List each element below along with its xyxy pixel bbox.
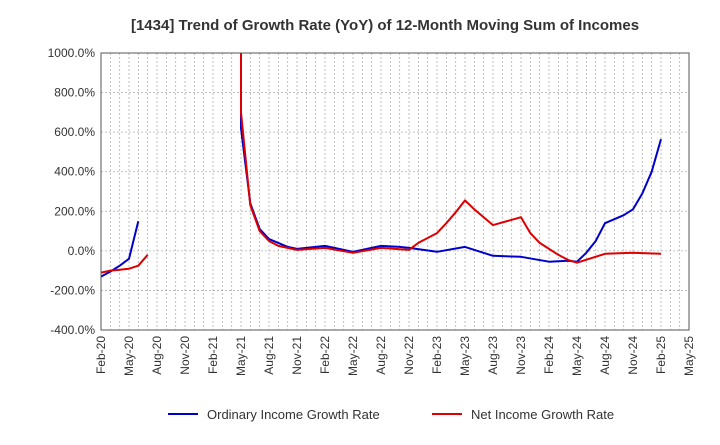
y-tick-label: 1000.0% (48, 46, 96, 60)
x-tick-label: May-22 (346, 336, 360, 376)
x-tick-label: May-25 (682, 336, 696, 376)
series-group (101, 53, 662, 274)
series-line (101, 220, 140, 278)
series-group (101, 53, 662, 278)
y-tick-label: -400.0% (50, 323, 95, 337)
x-tick-label: May-20 (122, 336, 136, 376)
series-line (101, 254, 149, 274)
x-tick-label: May-21 (234, 336, 248, 376)
series-line (240, 53, 662, 264)
chart-title: [1434] Trend of Growth Rate (YoY) of 12-… (131, 17, 639, 34)
x-tick-label: Feb-20 (94, 336, 108, 374)
x-tick-label: Nov-23 (514, 336, 528, 375)
x-tick-label: Feb-23 (430, 336, 444, 374)
x-tick-label: Aug-21 (262, 336, 276, 375)
legend: Ordinary Income Growth Rate Net Income Gr… (168, 407, 614, 422)
y-tick-label: -200.0% (50, 283, 95, 297)
x-tick-label: Feb-21 (206, 336, 220, 374)
x-tick-label: May-24 (570, 336, 584, 376)
x-tick-label: Nov-21 (290, 336, 304, 375)
y-tick-label: 800.0% (54, 86, 95, 100)
series-line (240, 53, 662, 263)
series-layer (101, 53, 662, 278)
x-tick-label: Nov-20 (178, 336, 192, 375)
y-tick-label: 600.0% (54, 125, 95, 139)
plot-frame (100, 52, 690, 331)
x-tick-label: Aug-24 (598, 336, 612, 375)
x-tick-label: Aug-20 (150, 336, 164, 375)
x-tick-label: Feb-25 (654, 336, 668, 374)
y-tick-label: 200.0% (54, 204, 95, 218)
y-tick-label: 0.0% (68, 244, 96, 258)
x-tick-label: Nov-22 (402, 336, 416, 375)
x-tick-label: May-23 (458, 336, 472, 376)
x-tick-label: Aug-23 (486, 336, 500, 375)
x-tick-label: Aug-22 (374, 336, 388, 375)
x-tick-label: Feb-22 (318, 336, 332, 374)
axis-layer: -400.0% -200.0% 0.0% 200.0% 400.0% 600.0% 800.… (48, 46, 696, 376)
x-tick-label: Feb-24 (542, 336, 556, 374)
legend-label: Net Income Growth Rate (471, 407, 614, 422)
legend-label: Ordinary Income Growth Rate (207, 407, 380, 422)
grid-layer (100, 52, 690, 331)
y-tick-label: 400.0% (54, 165, 95, 179)
x-tick-label: Nov-24 (626, 336, 640, 375)
